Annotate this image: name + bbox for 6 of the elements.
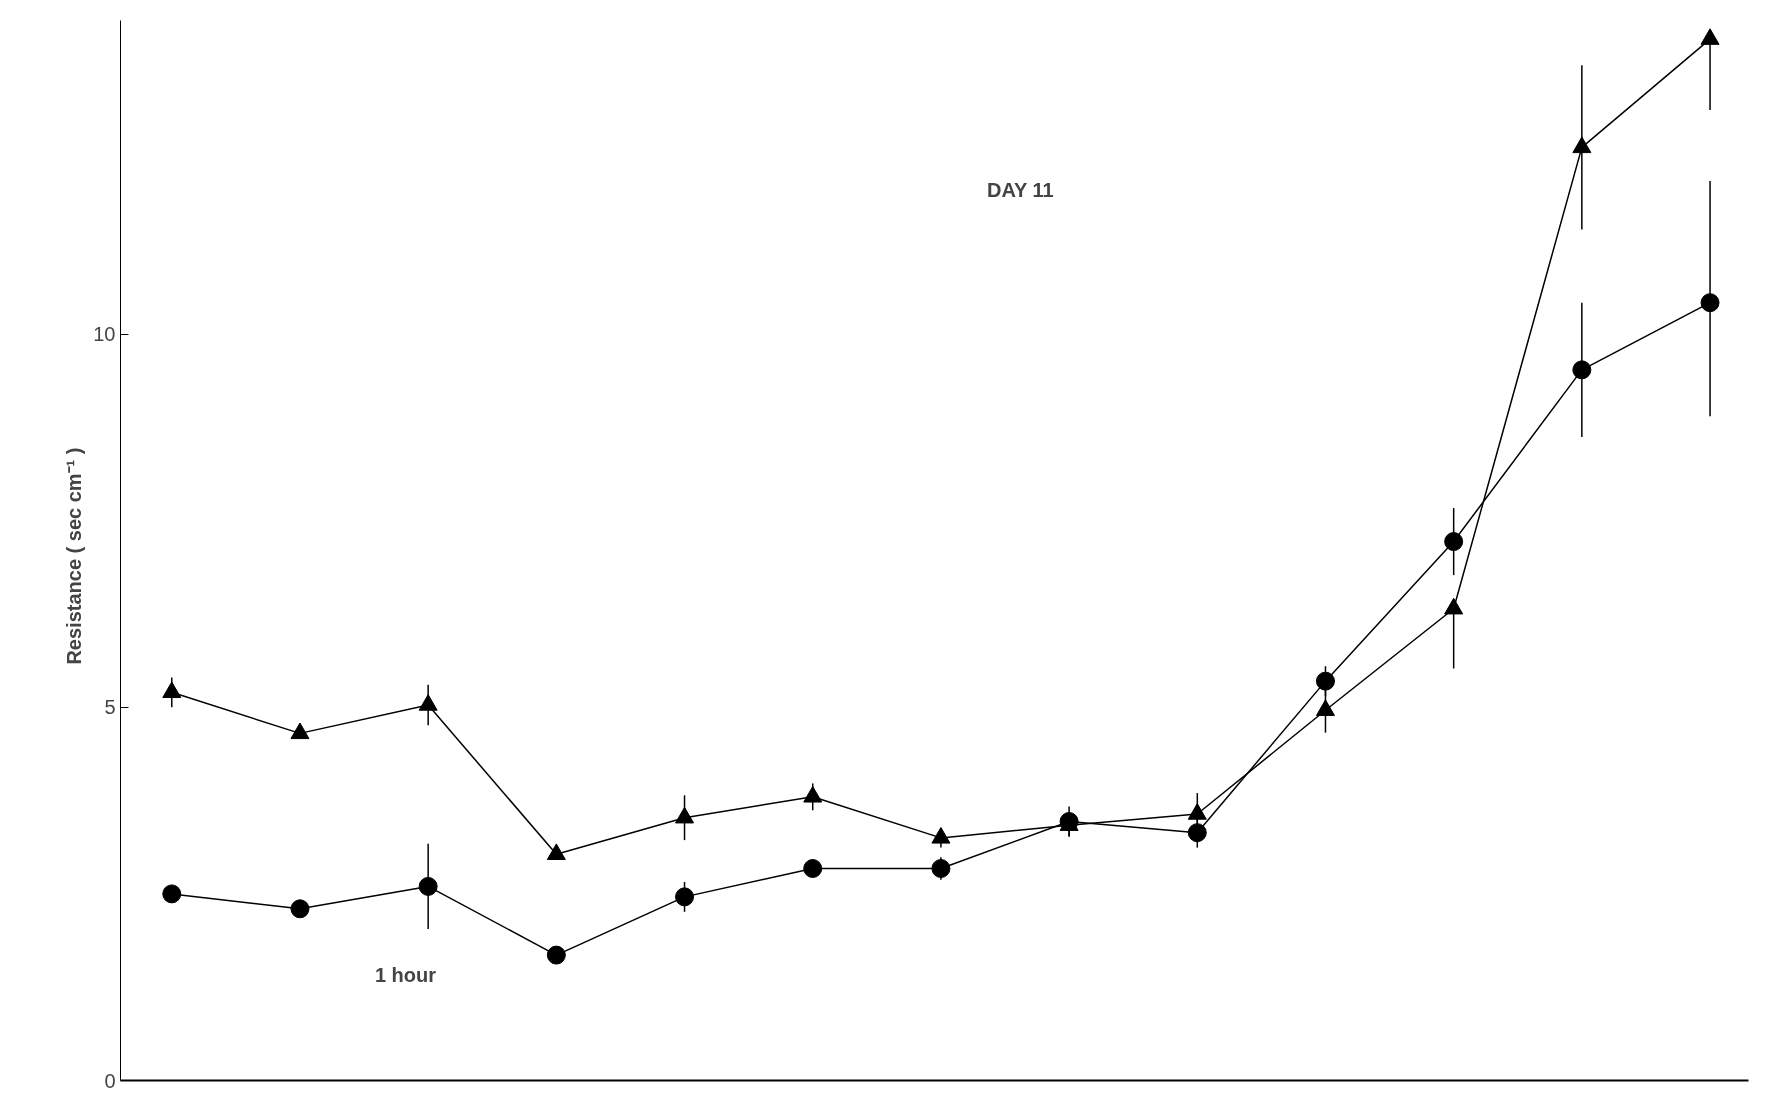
text: DAY 11	[986, 178, 1054, 201]
y-axis-title: Resistance ( sec cm⁻¹ )	[63, 447, 86, 665]
y-tick-label: 10	[93, 323, 116, 346]
y-tick-label: 0	[104, 1069, 116, 1092]
y-tick-label: 5	[104, 696, 116, 719]
annotation: 1 hour	[374, 963, 437, 986]
